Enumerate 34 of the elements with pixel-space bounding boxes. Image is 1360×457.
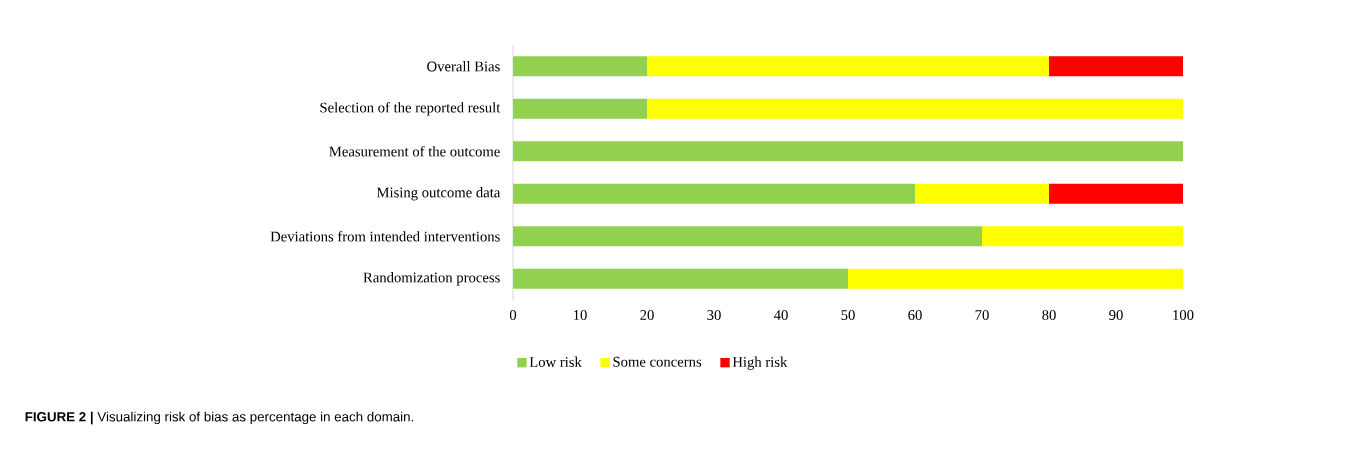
bar xyxy=(1049,56,1184,77)
x-tick-label: 90 xyxy=(1109,310,1123,320)
legend-label: High risk xyxy=(732,356,788,370)
y-tick-label: Selection of the reported result xyxy=(320,102,501,116)
y-tick-label: Mising outcome data xyxy=(376,187,501,201)
bar xyxy=(647,56,1050,77)
bar xyxy=(1049,183,1184,204)
bar xyxy=(513,183,916,204)
bar xyxy=(915,183,1050,204)
text: FIGURE 2 | Visualizing risk of bias as percentage in each domain. xyxy=(25,411,414,425)
bar xyxy=(848,268,1184,289)
x-tick-label: 0 xyxy=(509,310,517,320)
x-tick-label: 50 xyxy=(841,310,855,320)
x-tick-label: 40 xyxy=(773,310,788,320)
y-tick-label: Overall Bias xyxy=(427,61,500,72)
bar xyxy=(513,98,648,119)
y-tick-label: Measurement of the outcome xyxy=(329,146,500,157)
bar xyxy=(647,98,1184,119)
x-tick-label: 70 xyxy=(975,310,989,320)
y-tick-label: Randomization process xyxy=(363,272,500,286)
bar xyxy=(513,141,1184,162)
legend-label: Some concerns xyxy=(613,356,702,367)
x-tick-label: 100 xyxy=(1173,310,1194,320)
bar xyxy=(982,226,1184,247)
bar xyxy=(513,268,849,289)
x-tick-label: 30 xyxy=(707,310,721,320)
x-tick-label: 80 xyxy=(1042,310,1056,320)
x-tick-label: 60 xyxy=(908,310,922,320)
bar xyxy=(513,226,983,247)
y-tick-label: Deviations from intended interventions xyxy=(270,231,500,242)
legend-label: Low risk xyxy=(529,356,582,367)
x-tick-label: 20 xyxy=(640,310,654,320)
x-tick-label: 10 xyxy=(573,310,587,320)
bar xyxy=(513,56,648,77)
